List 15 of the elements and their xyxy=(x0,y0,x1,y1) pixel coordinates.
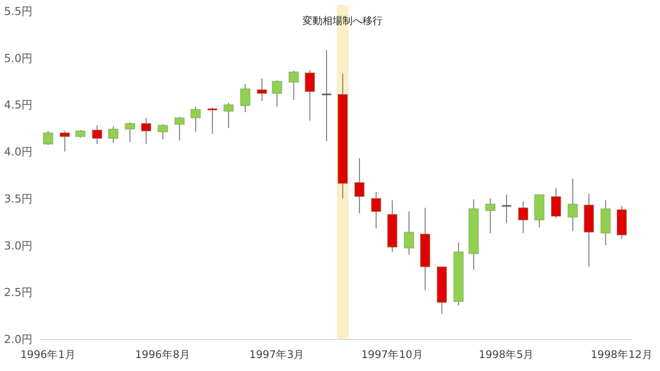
band-label: 変動相場制へ移行 xyxy=(302,15,383,27)
y-tick-label: 5.5円 xyxy=(4,5,32,18)
y-tick-label: 5.0円 xyxy=(4,52,32,65)
x-tick-label: 1998年12月 xyxy=(590,349,653,361)
y-tick-label: 2.5円 xyxy=(4,286,32,300)
x-tick-label: 1997年3月 xyxy=(249,349,305,361)
y-tick-label: 3.5円 xyxy=(4,192,32,206)
y-tick-label: 2.0円 xyxy=(4,333,32,346)
y-tick-label: 4.5円 xyxy=(4,98,32,112)
x-tick-label: 1998年5月 xyxy=(478,349,534,361)
x-tick-label: 1997年10月 xyxy=(361,349,424,361)
x-tick-label: 1996年1月 xyxy=(20,349,76,361)
x-tick-label: 1996年8月 xyxy=(135,349,191,361)
y-tick-label: 3.0円 xyxy=(4,239,32,252)
y-tick-label: 4.0円 xyxy=(4,146,32,159)
